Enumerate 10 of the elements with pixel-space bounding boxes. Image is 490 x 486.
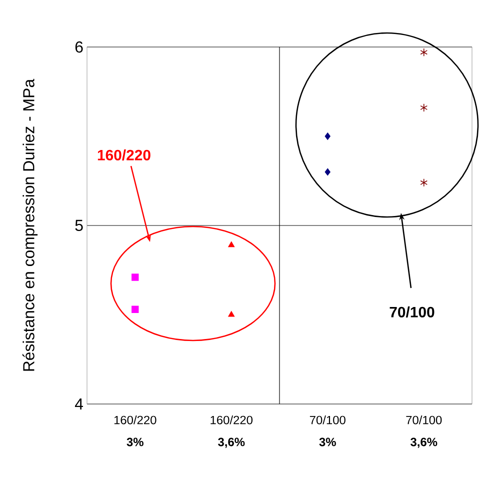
x-tick-label: 70/100 3,6% — [406, 416, 442, 448]
x-tick-label: 160/220 3% — [114, 416, 156, 446]
x-tick-label: 160/220 3,6% — [210, 416, 253, 448]
y-tick-label: 5 — [75, 220, 83, 232]
annotation: 70/100 — [390, 306, 434, 318]
y-tick-label: 6 — [75, 41, 83, 53]
y-tick-label: 4 — [74, 398, 84, 410]
y-axis-title: Résistance en compression Duriez - MPa — [22, 78, 38, 371]
annotation: 160/220 — [98, 149, 150, 161]
x-tick-label: 70/100 3% — [310, 416, 346, 446]
